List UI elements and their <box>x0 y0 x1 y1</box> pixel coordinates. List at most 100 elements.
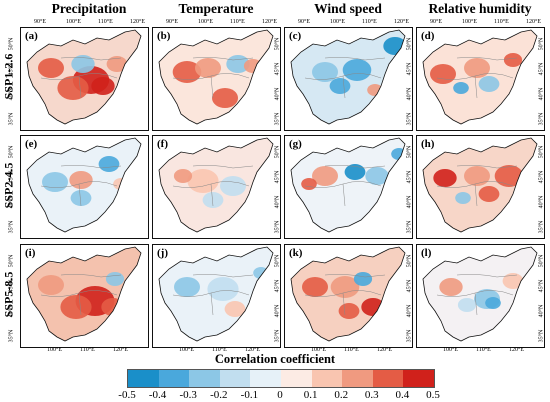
top-lon-tick: 120°E <box>262 19 278 25</box>
correlation-patch <box>172 61 202 83</box>
lat-tick: 40°N <box>8 87 15 101</box>
bottom-lon-tick: 110°E <box>212 347 227 353</box>
region-outline <box>422 246 538 342</box>
lat-tick: 45°N <box>538 170 545 184</box>
inner-boundary <box>436 274 518 316</box>
lat-tick: 45°N <box>538 279 545 293</box>
correlation-patch <box>338 303 360 319</box>
correlation-patch <box>106 56 128 72</box>
correlation-map <box>422 246 538 342</box>
colorbar-cell <box>128 370 159 387</box>
correlation-patch <box>453 82 469 94</box>
correlation-patch <box>173 169 193 183</box>
lat-tick: 40°N <box>274 87 281 101</box>
colorbar-cell <box>219 370 251 387</box>
lat-tick: 50°N <box>274 145 281 159</box>
lat-tick: 45°N <box>274 62 281 76</box>
colorbar-tick-label: 0.4 <box>395 389 410 401</box>
correlation-patch <box>383 37 405 55</box>
panel-label: (f) <box>157 138 168 150</box>
lat-tick: 50°N <box>538 37 545 51</box>
top-lon-tick: 90°E <box>430 19 443 25</box>
correlation-patch <box>195 58 221 78</box>
correlation-patch <box>105 272 125 286</box>
lat-tick: 40°N <box>274 304 281 318</box>
panel-label: (k) <box>289 247 303 259</box>
panel-label: (i) <box>25 247 36 259</box>
map-panel: (d) <box>416 27 545 131</box>
top-lon-tick: 110°E <box>98 19 113 25</box>
correlation-patch <box>69 171 93 189</box>
bottom-lon-tick: 120°E <box>245 347 261 353</box>
correlation-patch <box>91 77 115 95</box>
top-lon-tick: 100°E <box>198 19 214 25</box>
lat-tick: 40°N <box>406 195 413 209</box>
correlation-map <box>158 246 274 342</box>
correlation-map <box>158 29 274 125</box>
correlation-patch <box>365 167 389 185</box>
region-outline <box>158 137 274 233</box>
region-outline <box>158 246 274 342</box>
top-lon-tick: 100°E <box>462 19 478 25</box>
correlation-patch <box>485 297 501 309</box>
colorbar-cell <box>403 370 434 387</box>
inner-boundary <box>40 274 122 316</box>
bottom-lon-tick: 100°E <box>443 347 459 353</box>
lat-tick: 45°N <box>406 62 413 76</box>
lat-tick: 50°N <box>274 254 281 268</box>
region-outline <box>422 29 538 125</box>
correlation-patch <box>71 55 95 73</box>
correlation-patch <box>478 186 500 202</box>
correlation-map <box>290 246 406 342</box>
bottom-lon-tick: 100°E <box>311 347 327 353</box>
map-panel: (c) <box>284 27 413 131</box>
lat-tick: 35°N <box>538 112 545 126</box>
lat-tick: 40°N <box>406 87 413 101</box>
region-outline <box>26 137 142 233</box>
colorbar-tick-label: 0.1 <box>303 389 318 401</box>
lat-tick: 40°N <box>538 87 545 101</box>
colorbar-cell <box>250 370 281 387</box>
panel-label: (a) <box>25 30 38 42</box>
lat-tick: 50°N <box>8 145 15 159</box>
lat-tick: 35°N <box>538 329 545 343</box>
lat-tick: 35°N <box>274 220 281 234</box>
lat-tick: 35°N <box>538 220 545 234</box>
correlation-patch <box>207 277 239 301</box>
lat-tick: 50°N <box>406 37 413 51</box>
inner-boundary <box>436 57 518 99</box>
correlation-patch <box>226 55 250 73</box>
bottom-lon-tick: 120°E <box>509 347 525 353</box>
correlation-patch <box>187 169 219 193</box>
correlation-map <box>158 137 274 233</box>
top-lon-tick: 90°E <box>166 19 179 25</box>
top-lon-tick: 90°E <box>298 19 311 25</box>
correlation-patch <box>113 178 129 190</box>
region-fill <box>159 30 273 124</box>
lat-tick: 45°N <box>274 170 281 184</box>
lat-tick: 50°N <box>406 145 413 159</box>
map-panel: (e) <box>20 135 149 239</box>
correlation-patch <box>174 277 200 297</box>
correlation-map <box>422 137 538 233</box>
map-panel: (f) <box>152 135 281 239</box>
region-outline <box>422 137 538 233</box>
correlation-patch <box>503 53 523 67</box>
inner-boundary <box>304 274 386 316</box>
correlation-patch <box>464 166 490 186</box>
region-outline <box>158 29 274 125</box>
colorbar-tick-label: -0.4 <box>148 389 167 401</box>
correlation-patch <box>344 164 366 180</box>
colorbar-cell <box>342 370 373 387</box>
bottom-lon-tick: 110°E <box>476 347 491 353</box>
lat-tick: 35°N <box>274 112 281 126</box>
correlation-patch <box>312 166 338 186</box>
lat-tick: 35°N <box>274 329 281 343</box>
colorbar-tick-label: -0.2 <box>210 389 228 401</box>
lat-tick: 40°N <box>8 304 15 318</box>
correlation-patch <box>202 192 224 208</box>
inner-boundary <box>172 57 254 99</box>
correlation-patch <box>494 165 524 187</box>
correlation-patch <box>329 78 351 94</box>
lat-tick: 50°N <box>538 145 545 159</box>
